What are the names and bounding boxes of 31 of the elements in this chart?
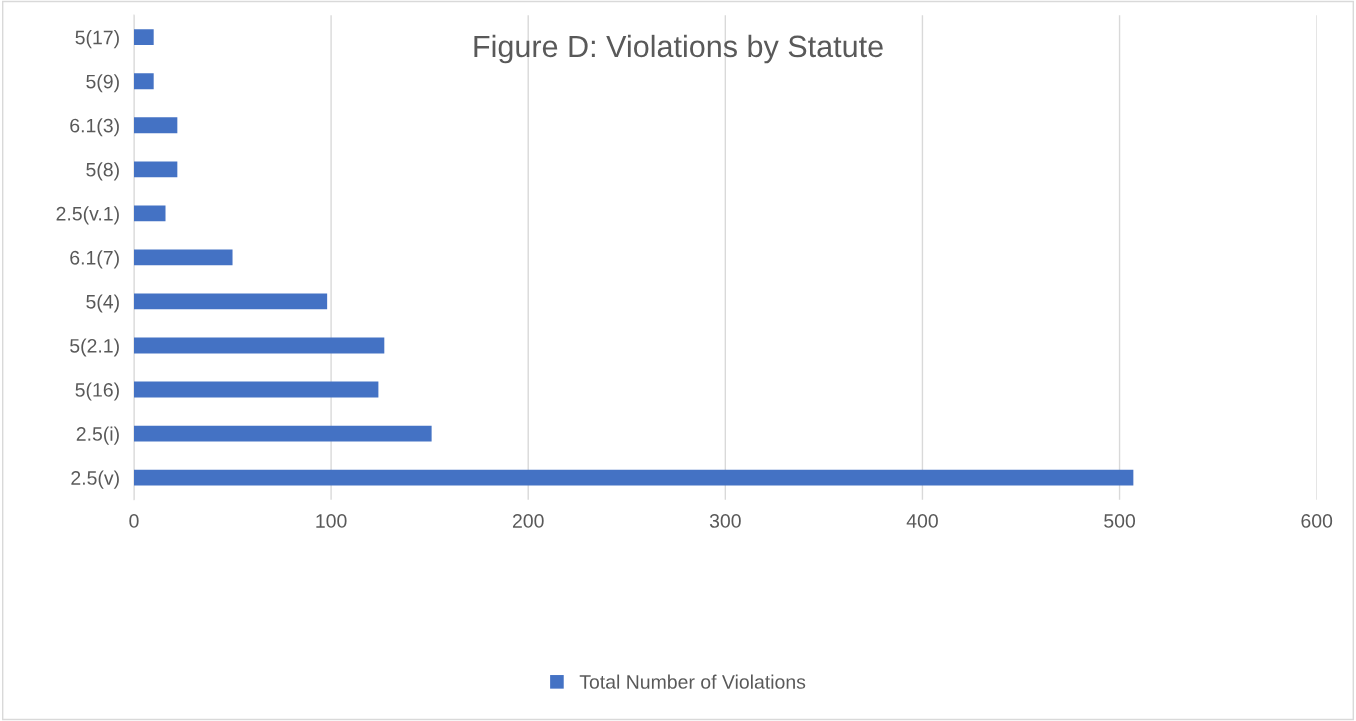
y-tick-label: 5(8) (86, 162, 119, 181)
y-tick-label: 2.5(i) (76, 426, 119, 445)
x-tick-label: 400 (906, 514, 938, 528)
bar (133, 117, 178, 134)
bar (133, 425, 432, 442)
bar (133, 249, 233, 266)
x-tick-label: 500 (1104, 514, 1136, 528)
x-tick-label: 600 (1301, 514, 1333, 528)
bar (133, 469, 1134, 486)
y-tick-label: 6.1(7) (70, 250, 119, 269)
y-tick-label: 6.1(3) (70, 118, 119, 137)
text: Figure D: Violations by Statute (474, 34, 883, 64)
x-tick-label: 300 (709, 514, 741, 528)
y-tick-label: 5(9) (86, 74, 119, 93)
bar (133, 161, 178, 178)
bar (133, 337, 385, 354)
bar (133, 293, 328, 310)
y-tick-label: 2.5(v) (71, 470, 119, 489)
y-tick-label: 5(4) (86, 294, 119, 313)
y-tick-label: 5(17) (75, 30, 119, 49)
bar (133, 29, 154, 46)
bar (133, 205, 166, 222)
x-tick-label: 0 (129, 514, 139, 528)
y-tick-label: 2.5(v.1) (56, 206, 119, 225)
bar (133, 381, 379, 398)
x-tick-label: 200 (512, 514, 544, 528)
x-tick-label: 100 (316, 514, 347, 528)
y-tick-label: 5(16) (75, 382, 119, 401)
bar (133, 73, 154, 90)
legend-label: Total Number of Violations (579, 674, 806, 689)
y-tick-label: 5(2.1) (70, 338, 119, 357)
